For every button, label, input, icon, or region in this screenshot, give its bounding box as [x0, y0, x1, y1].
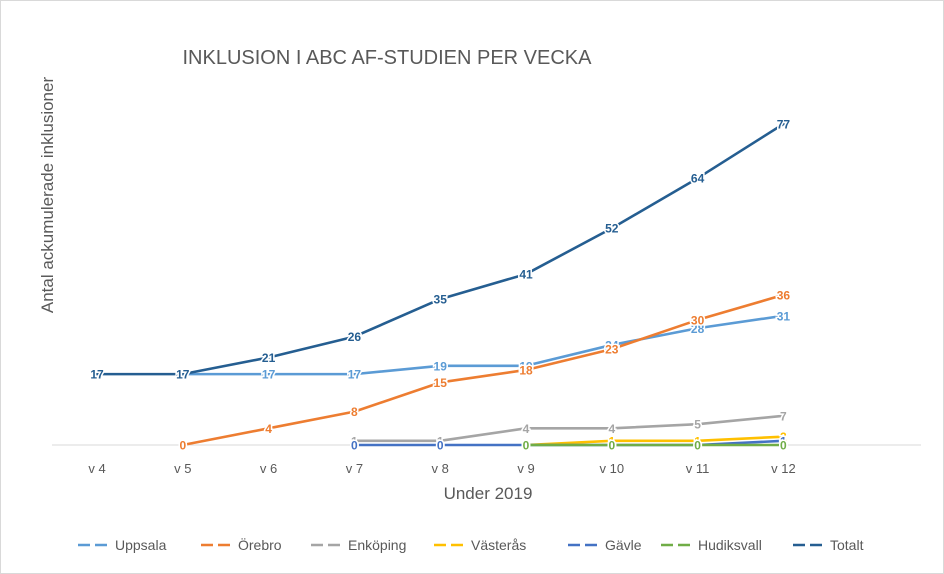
legend-item-hudiksvall: Hudiksvall [661, 537, 762, 553]
data-label-hudiksvall: 0 [780, 439, 787, 453]
legend-label: Totalt [830, 537, 864, 553]
data-label-orebro: 15 [434, 376, 448, 390]
data-label-vasteras: 1 [694, 434, 701, 448]
data-label-totalt: 26 [348, 330, 362, 344]
legend-item-totalt: Totalt [793, 537, 864, 553]
x-axis-title: Under 2019 [444, 484, 533, 503]
data-label-vasteras: 1 [608, 434, 615, 448]
x-tick-label: v 9 [517, 461, 534, 476]
legend-label: Gävle [605, 537, 642, 553]
data-label-hudiksvall: 0 [523, 439, 530, 453]
data-label-totalt: 77 [777, 118, 791, 132]
legend-item-uppsala: Uppsala [78, 537, 167, 553]
data-label-enkoping: 4 [608, 422, 615, 436]
data-label-totalt: 17 [90, 368, 104, 382]
legend-item-vasteras: Västerås [434, 537, 526, 553]
series-line-orebro [181, 293, 785, 447]
data-label-totalt: 35 [434, 293, 448, 307]
data-label-orebro: 36 [777, 288, 791, 302]
series-lines [95, 122, 785, 447]
series-line-enkoping [353, 414, 785, 443]
data-label-orebro: 30 [691, 313, 705, 327]
data-label-vasteras: 2 [780, 430, 787, 444]
series-line-uppsala [181, 314, 785, 376]
data-label-gavle: 0 [351, 439, 358, 453]
data-label-uppsala: 19 [434, 359, 448, 373]
data-label-totalt: 41 [519, 268, 533, 282]
x-tick-label: v 5 [174, 461, 191, 476]
series-line-totalt [95, 122, 785, 376]
data-label-gavle: 0 [523, 439, 530, 453]
x-tick-label: v 11 [686, 461, 710, 476]
data-label-orebro: 0 [179, 439, 186, 453]
x-tick-label: v 7 [346, 461, 363, 476]
data-label-enkoping: 4 [523, 422, 530, 436]
x-axis-ticks: v 4 v 5 v 6 v 7 v 8 v 9 v 10 v 11 v 12 [88, 461, 795, 476]
data-label-gavle: 0 [608, 439, 615, 453]
legend-label: Västerås [471, 537, 526, 553]
x-tick-label: v 6 [260, 461, 277, 476]
data-label-enkoping: 5 [694, 418, 701, 432]
data-label-totalt: 17 [176, 368, 190, 382]
data-label-enkoping: 1 [437, 434, 444, 448]
data-label-enkoping: 7 [780, 409, 787, 423]
data-label-gavle: 0 [437, 439, 444, 453]
x-tick-label: v 4 [88, 461, 105, 476]
data-label-uppsala: 31 [777, 309, 791, 323]
legend: Uppsala Örebro Enköping Västerås Gävle Hudiks… [78, 536, 864, 553]
legend-item-orebro: Örebro [201, 536, 282, 553]
data-label-totalt: 21 [262, 351, 276, 365]
data-label-uppsala: 24 [605, 338, 619, 352]
chart-title: INKLUSION I ABC AF-STUDIEN PER VECKA [183, 47, 593, 69]
data-label-gavle: 1 [780, 434, 787, 448]
data-label-uppsala: 19 [519, 359, 533, 373]
data-label-orebro: 18 [519, 363, 533, 377]
legend-label: Hudiksvall [698, 537, 762, 553]
x-tick-label: v 12 [771, 461, 796, 476]
data-label-uppsala: 17 [262, 368, 276, 382]
series-line-vasteras [524, 435, 785, 447]
data-label-uppsala: 17 [176, 368, 190, 382]
legend-label: Enköping [348, 537, 406, 553]
data-label-hudiksvall: 0 [694, 439, 701, 453]
x-tick-label: v 8 [432, 461, 449, 476]
data-label-vasteras: 0 [523, 439, 530, 453]
legend-item-gavle: Gävle [568, 537, 642, 553]
data-label-totalt: 52 [605, 222, 619, 236]
y-axis-title: Antal ackumulerade inklusioner [38, 77, 57, 314]
legend-label: Uppsala [115, 537, 167, 553]
x-tick-label: v 10 [600, 461, 625, 476]
data-label-hudiksvall: 0 [608, 439, 615, 453]
legend-item-enkoping: Enköping [311, 537, 406, 553]
data-label-enkoping: 1 [351, 434, 358, 448]
data-label-uppsala: 28 [691, 322, 705, 336]
data-label-orebro: 4 [265, 422, 272, 436]
legend-label: Örebro [238, 536, 282, 553]
data-label-orebro: 8 [351, 405, 358, 419]
data-label-gavle: 0 [694, 439, 701, 453]
data-label-totalt: 64 [691, 172, 705, 186]
data-label-uppsala: 17 [348, 368, 362, 382]
data-label-orebro: 23 [605, 343, 619, 357]
